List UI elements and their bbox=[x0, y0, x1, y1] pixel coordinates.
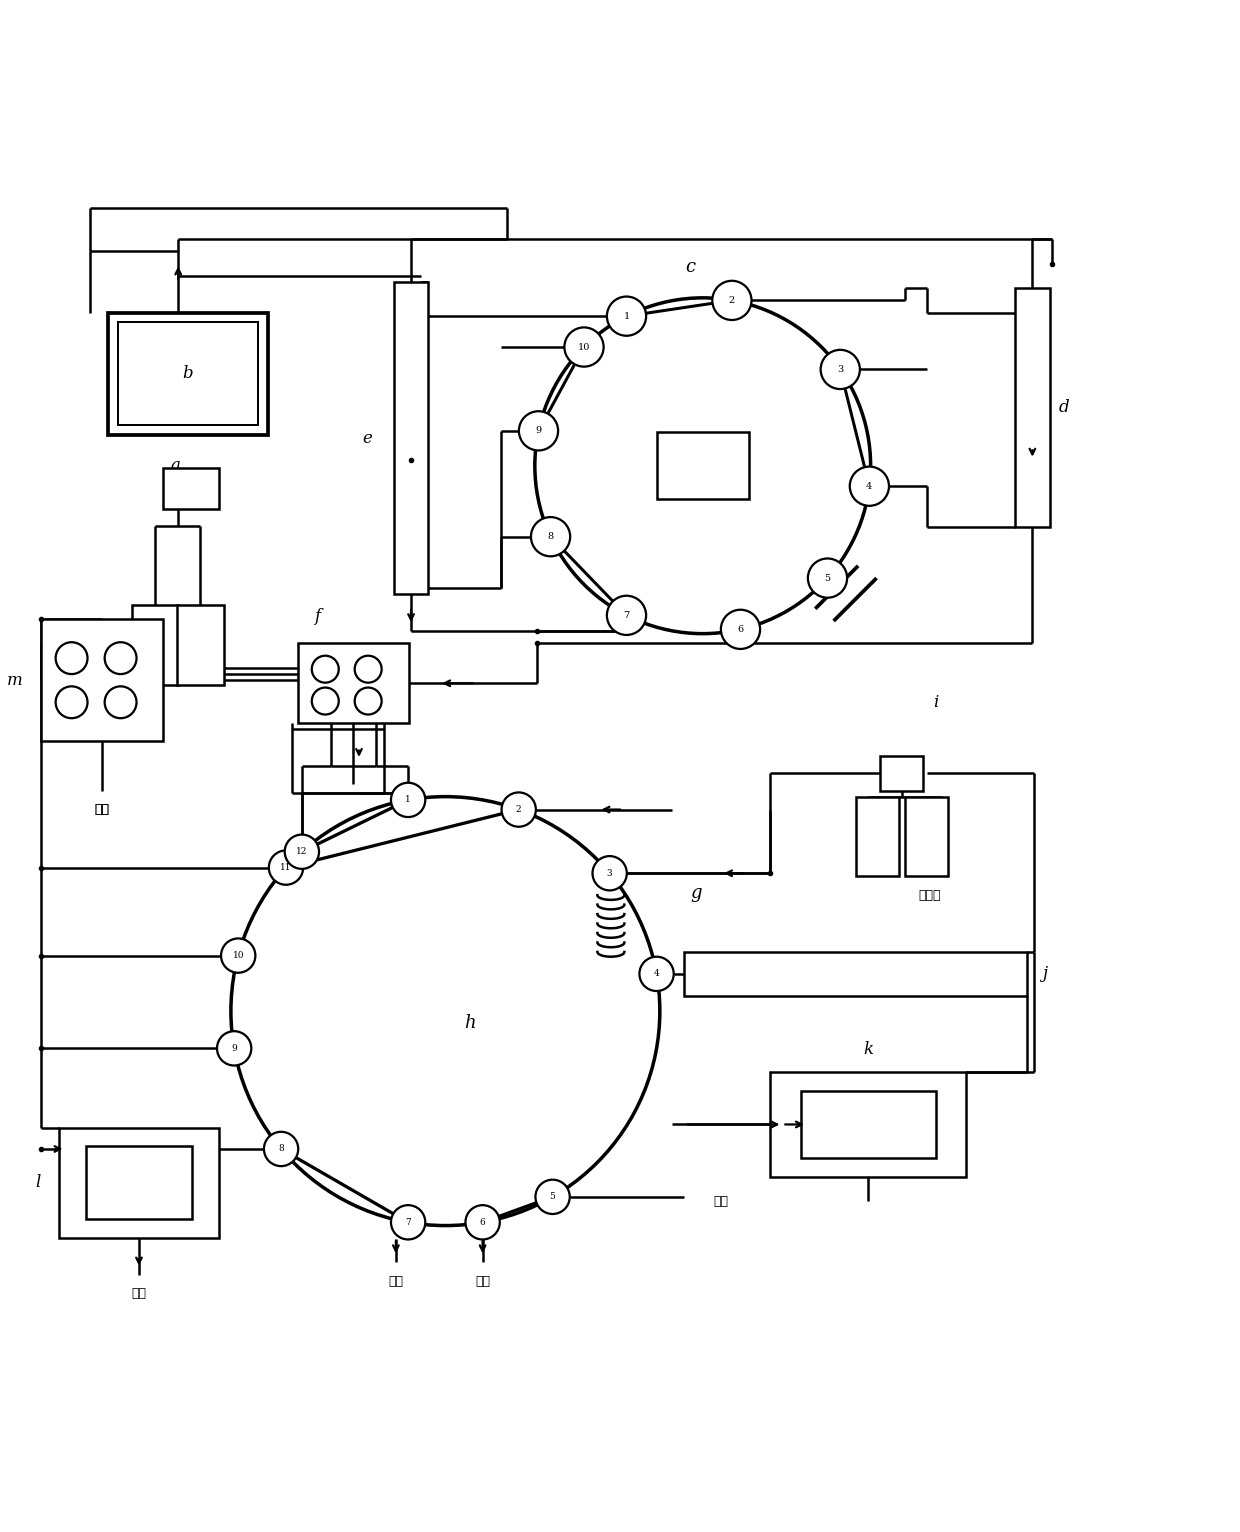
Text: 9: 9 bbox=[536, 426, 542, 435]
Text: 10: 10 bbox=[232, 951, 244, 961]
Bar bbox=[394, 282, 428, 594]
Bar bbox=[87, 1146, 192, 1219]
Circle shape bbox=[720, 610, 760, 650]
Text: 8: 8 bbox=[278, 1144, 284, 1154]
Circle shape bbox=[518, 411, 558, 450]
Text: c: c bbox=[686, 257, 696, 276]
Text: 9: 9 bbox=[232, 1043, 237, 1052]
Text: m: m bbox=[6, 671, 22, 689]
Text: 6: 6 bbox=[480, 1218, 486, 1227]
Text: f: f bbox=[314, 608, 320, 625]
Text: 5: 5 bbox=[825, 573, 831, 582]
Circle shape bbox=[285, 835, 319, 869]
Bar bbox=[1016, 288, 1049, 527]
Text: 5: 5 bbox=[549, 1192, 556, 1201]
Circle shape bbox=[712, 280, 751, 320]
Text: h: h bbox=[464, 1014, 476, 1033]
Circle shape bbox=[536, 1180, 569, 1213]
Circle shape bbox=[606, 596, 646, 634]
Circle shape bbox=[640, 956, 673, 991]
Text: 7: 7 bbox=[624, 611, 630, 620]
Circle shape bbox=[391, 1206, 425, 1239]
Text: 6: 6 bbox=[738, 625, 744, 634]
Circle shape bbox=[531, 518, 570, 556]
Text: 2: 2 bbox=[516, 806, 522, 813]
Bar bbox=[118, 322, 258, 426]
Bar bbox=[856, 797, 899, 876]
Text: i: i bbox=[932, 694, 939, 711]
Text: 12: 12 bbox=[296, 847, 308, 856]
Text: g: g bbox=[691, 884, 702, 902]
Text: 废液: 废液 bbox=[131, 1287, 146, 1299]
Text: b: b bbox=[182, 365, 193, 383]
Bar bbox=[108, 313, 268, 435]
Circle shape bbox=[391, 783, 425, 817]
Bar bbox=[60, 1128, 218, 1238]
Text: 11: 11 bbox=[280, 863, 291, 872]
Text: d: d bbox=[1059, 398, 1070, 417]
Circle shape bbox=[217, 1031, 252, 1065]
Circle shape bbox=[269, 850, 303, 885]
Text: 1: 1 bbox=[405, 795, 410, 804]
Text: 废液: 废液 bbox=[475, 1275, 490, 1287]
Circle shape bbox=[808, 559, 847, 597]
Bar bbox=[657, 432, 749, 499]
Circle shape bbox=[501, 792, 536, 827]
Bar bbox=[684, 951, 1028, 996]
Text: 1: 1 bbox=[624, 311, 630, 320]
Bar bbox=[905, 797, 947, 876]
Text: 4: 4 bbox=[867, 481, 873, 490]
Circle shape bbox=[465, 1206, 500, 1239]
Bar bbox=[177, 605, 223, 685]
Text: 8: 8 bbox=[548, 532, 553, 541]
Text: 流动相: 流动相 bbox=[84, 692, 108, 705]
Text: k: k bbox=[863, 1040, 873, 1057]
Text: 10: 10 bbox=[578, 343, 590, 351]
Circle shape bbox=[264, 1132, 299, 1166]
Text: 流动相: 流动相 bbox=[918, 889, 941, 901]
Text: 3: 3 bbox=[606, 869, 613, 878]
Text: 2: 2 bbox=[729, 296, 735, 305]
Bar bbox=[41, 619, 164, 741]
Circle shape bbox=[821, 349, 859, 389]
Bar bbox=[164, 469, 218, 509]
Bar bbox=[880, 757, 924, 791]
Circle shape bbox=[849, 467, 889, 506]
Bar bbox=[299, 643, 409, 723]
Bar bbox=[131, 605, 179, 685]
Text: 7: 7 bbox=[405, 1218, 410, 1227]
Text: 废液: 废液 bbox=[388, 1275, 403, 1287]
Circle shape bbox=[221, 939, 255, 973]
Text: 废液: 废液 bbox=[713, 1195, 729, 1207]
Text: 废液: 废液 bbox=[94, 803, 109, 815]
Text: 3: 3 bbox=[837, 365, 843, 374]
Text: j: j bbox=[1042, 965, 1048, 982]
Text: 4: 4 bbox=[653, 970, 660, 979]
Circle shape bbox=[593, 856, 626, 890]
Text: 废液: 废液 bbox=[94, 803, 109, 815]
Text: a: a bbox=[171, 457, 181, 475]
Bar bbox=[801, 1091, 935, 1158]
Text: e: e bbox=[362, 429, 372, 447]
Circle shape bbox=[606, 297, 646, 336]
Bar bbox=[770, 1072, 966, 1177]
Circle shape bbox=[564, 328, 604, 366]
Text: l: l bbox=[36, 1174, 41, 1192]
